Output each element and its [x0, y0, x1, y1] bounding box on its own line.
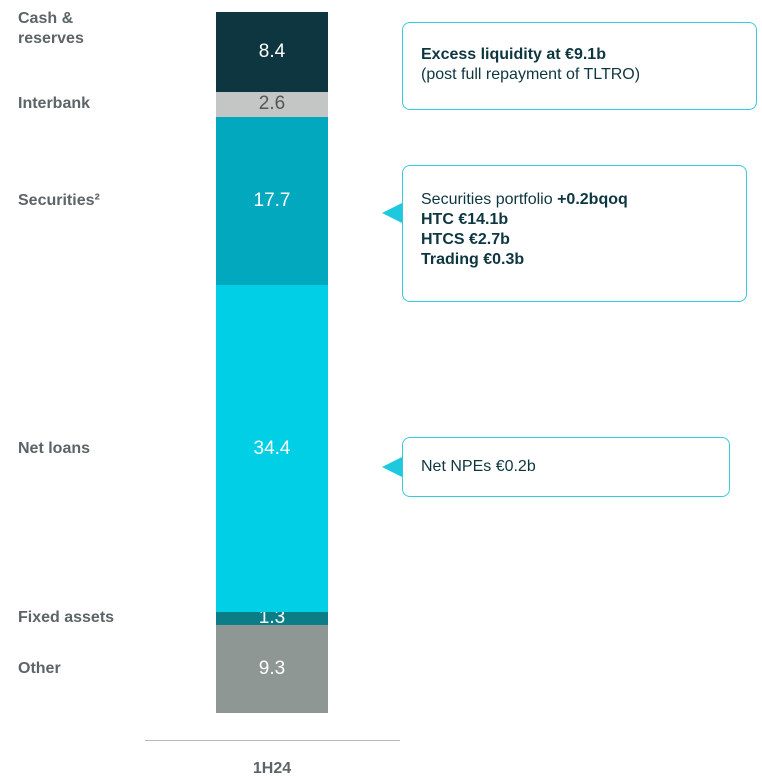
- callout-line: HTC €14.1b: [421, 211, 509, 228]
- segment-label: Interbank: [18, 95, 91, 113]
- value-label: 8.4: [258, 40, 286, 62]
- value-label: 2.6: [258, 93, 286, 115]
- value-label: 34.4: [253, 437, 291, 459]
- callout-highlight: +0.2bqoq: [557, 191, 628, 208]
- callout: Securities portfolio +0.2bqoq HTC €14.1b…: [402, 165, 747, 302]
- callout-line: Trading €0.3b: [421, 251, 525, 268]
- value-label: 9.3: [258, 657, 286, 679]
- callout-title: Excess liquidity at €9.1b: [421, 46, 606, 63]
- segment-label: Other: [18, 659, 61, 677]
- callout-text: Net NPEs €0.2b: [421, 458, 536, 475]
- bar-segment: [216, 91, 328, 117]
- bar-segment: [216, 624, 328, 713]
- segment-label: Cash & reserves: [18, 10, 84, 47]
- segment-label: Fixed assets: [18, 609, 115, 627]
- callout-text: Securities portfolio: [421, 191, 553, 208]
- segment-label: Securities²: [18, 191, 100, 209]
- bar-segment: [216, 612, 328, 625]
- callout: Excess liquidity at €9.1b (post full rep…: [402, 22, 757, 110]
- value-label: 17.7: [253, 189, 291, 211]
- bar-segment: [216, 12, 328, 92]
- x-tick-label: 1H24: [252, 760, 292, 777]
- bar-segment: [216, 116, 328, 285]
- callout-pointer: [382, 203, 402, 223]
- value-label: 1.3: [258, 607, 286, 629]
- callout: Net NPEs €0.2b: [402, 437, 730, 497]
- bar-segment: [216, 284, 328, 613]
- callout-text: (post full repayment of TLTRO): [421, 66, 641, 83]
- axis-line: [145, 740, 400, 741]
- callout-line: HTCS €2.7b: [421, 231, 510, 248]
- callout-pointer: [382, 457, 402, 477]
- segment-label: Net loans: [18, 439, 91, 457]
